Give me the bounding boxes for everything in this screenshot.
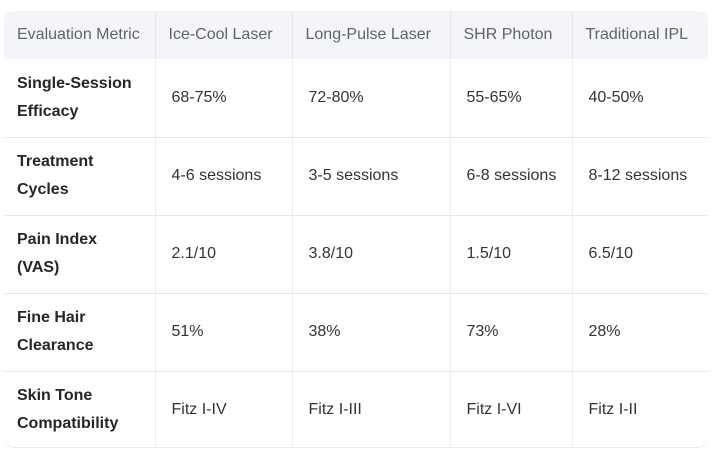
- comparison-table: Evaluation Metric Ice-Cool Laser Long-Pu…: [4, 11, 708, 447]
- table-row-pain-index: Pain Index (VAS) 2.1/10 3.8/10 1.5/10 6.…: [4, 214, 708, 293]
- table-row-skin-tone-compatibility: Skin Tone Compatibility Fitz I-IV Fitz I…: [4, 370, 708, 447]
- table-cell: 73%: [449, 292, 572, 371]
- table-cell: 2.1/10: [154, 214, 292, 293]
- table-cell: Fitz I-IV: [154, 370, 292, 447]
- table-header-row: Evaluation Metric Ice-Cool Laser Long-Pu…: [4, 11, 708, 59]
- table-cell: 55-65%: [449, 59, 572, 137]
- table-cell: 68-75%: [154, 59, 292, 137]
- table-row-single-session-efficacy: Single-Session Efficacy 68-75% 72-80% 55…: [4, 59, 708, 137]
- table-cell: Fitz I-III: [291, 370, 450, 447]
- header-traditional-ipl: Traditional IPL: [571, 11, 708, 59]
- table-cell: 6.5/10: [571, 214, 708, 293]
- row-label: Single-Session Efficacy: [17, 74, 132, 120]
- table-cell: 40-50%: [571, 59, 708, 137]
- table-cell: 28%: [571, 292, 708, 371]
- table-cell: Fitz I-VI: [449, 370, 572, 447]
- header-evaluation-metric: Evaluation Metric: [4, 11, 155, 59]
- table-cell: 72-80%: [291, 59, 450, 137]
- header-shr-photon: SHR Photon: [449, 11, 572, 59]
- table-cell: 1.5/10: [449, 214, 572, 293]
- table-cell: 6-8 sessions: [449, 136, 572, 215]
- header-ice-cool-laser: Ice-Cool Laser: [154, 11, 292, 59]
- table-cell: 3-5 sessions: [291, 136, 450, 215]
- row-label: Skin Tone Compatibility: [4, 370, 155, 447]
- table-cell: 4-6 sessions: [154, 136, 292, 215]
- table-cell: 3.8/10: [291, 214, 450, 293]
- header-long-pulse-laser: Long-Pulse Laser: [291, 11, 450, 59]
- row-label: Treatment Cycles: [4, 136, 155, 215]
- row-label: Fine Hair Clearance: [4, 292, 155, 371]
- table-cell: 51%: [154, 292, 292, 371]
- row-label: Pain Index (VAS): [4, 214, 155, 293]
- table-cell: 38%: [291, 292, 450, 371]
- table-row-fine-hair-clearance: Fine Hair Clearance 51% 38% 73% 28%: [4, 292, 708, 371]
- table-cell: Fitz I-II: [571, 370, 708, 447]
- table-cell: 8-12 sessions: [571, 136, 708, 215]
- table-row-treatment-cycles: Treatment Cycles 4-6 sessions 3-5 sessio…: [4, 136, 708, 215]
- comparison-table-container: Evaluation Metric Ice-Cool Laser Long-Pu…: [4, 11, 708, 448]
